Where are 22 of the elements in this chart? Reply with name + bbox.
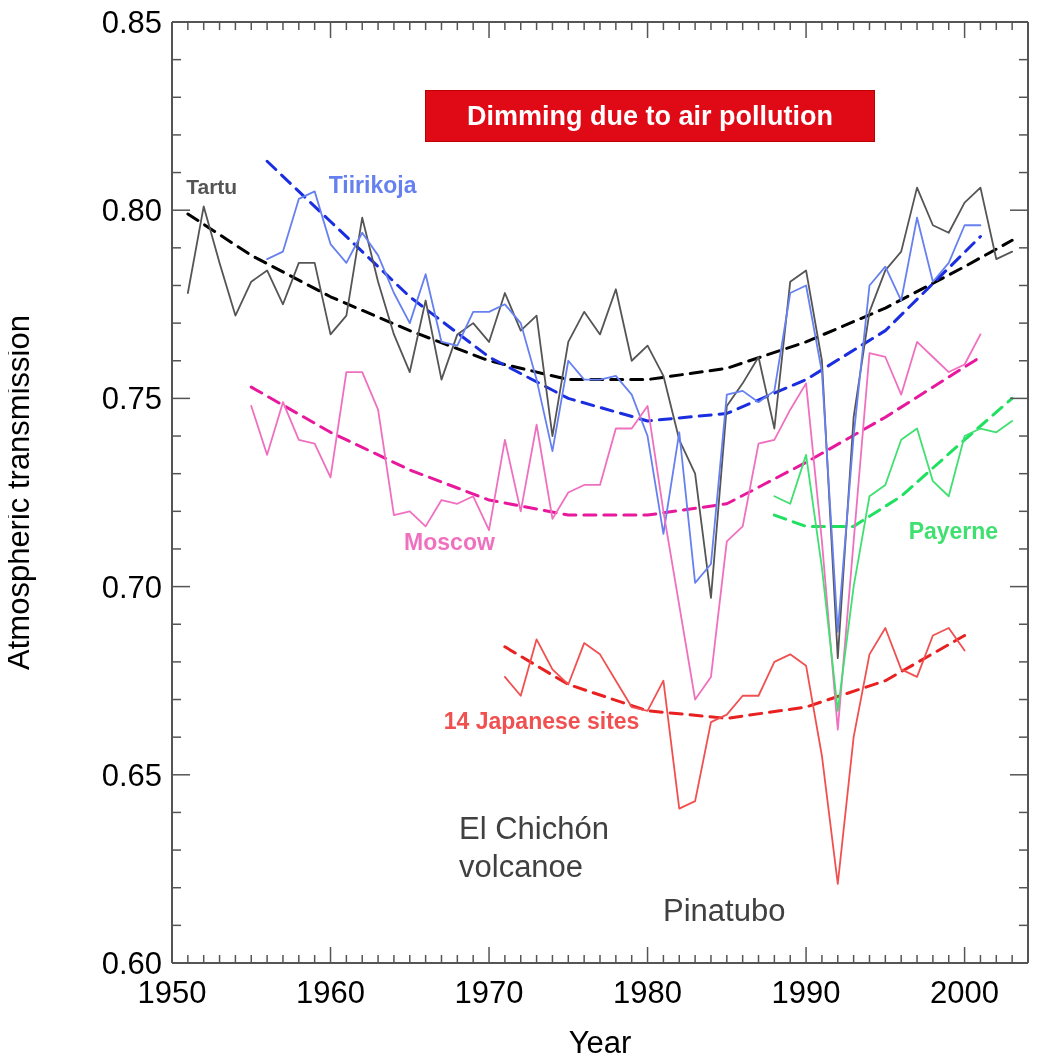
y-tick-label: 0.80 xyxy=(101,193,162,229)
y-tick-label: 0.85 xyxy=(101,5,162,40)
x-axis-title: Year xyxy=(568,1025,632,1060)
y-tick-label: 0.70 xyxy=(101,569,162,605)
annotation: El Chichón volcanoe xyxy=(459,810,610,886)
x-tick-label: 1960 xyxy=(296,975,365,1010)
series-label: Tartu xyxy=(186,175,238,199)
x-tick-label: 1980 xyxy=(613,975,683,1010)
x-tick-label: 1970 xyxy=(454,975,524,1010)
x-tick-label: 1990 xyxy=(771,975,841,1010)
series-label: 14 Japanese sites xyxy=(443,708,640,735)
line-series xyxy=(265,159,982,423)
line-series xyxy=(186,212,1014,382)
series-label: Payerne xyxy=(908,517,999,544)
annotation: Dimming due to air pollution xyxy=(425,90,875,142)
line-series xyxy=(773,420,1014,712)
y-tick-label: 0.65 xyxy=(101,757,162,793)
series-label: Tiirikoja xyxy=(328,172,417,199)
annotation: Pinatubo xyxy=(663,892,786,930)
y-tick-label: 0.75 xyxy=(101,381,162,417)
series-label: Moscow xyxy=(404,529,495,556)
x-tick-label: 2000 xyxy=(930,975,1000,1010)
